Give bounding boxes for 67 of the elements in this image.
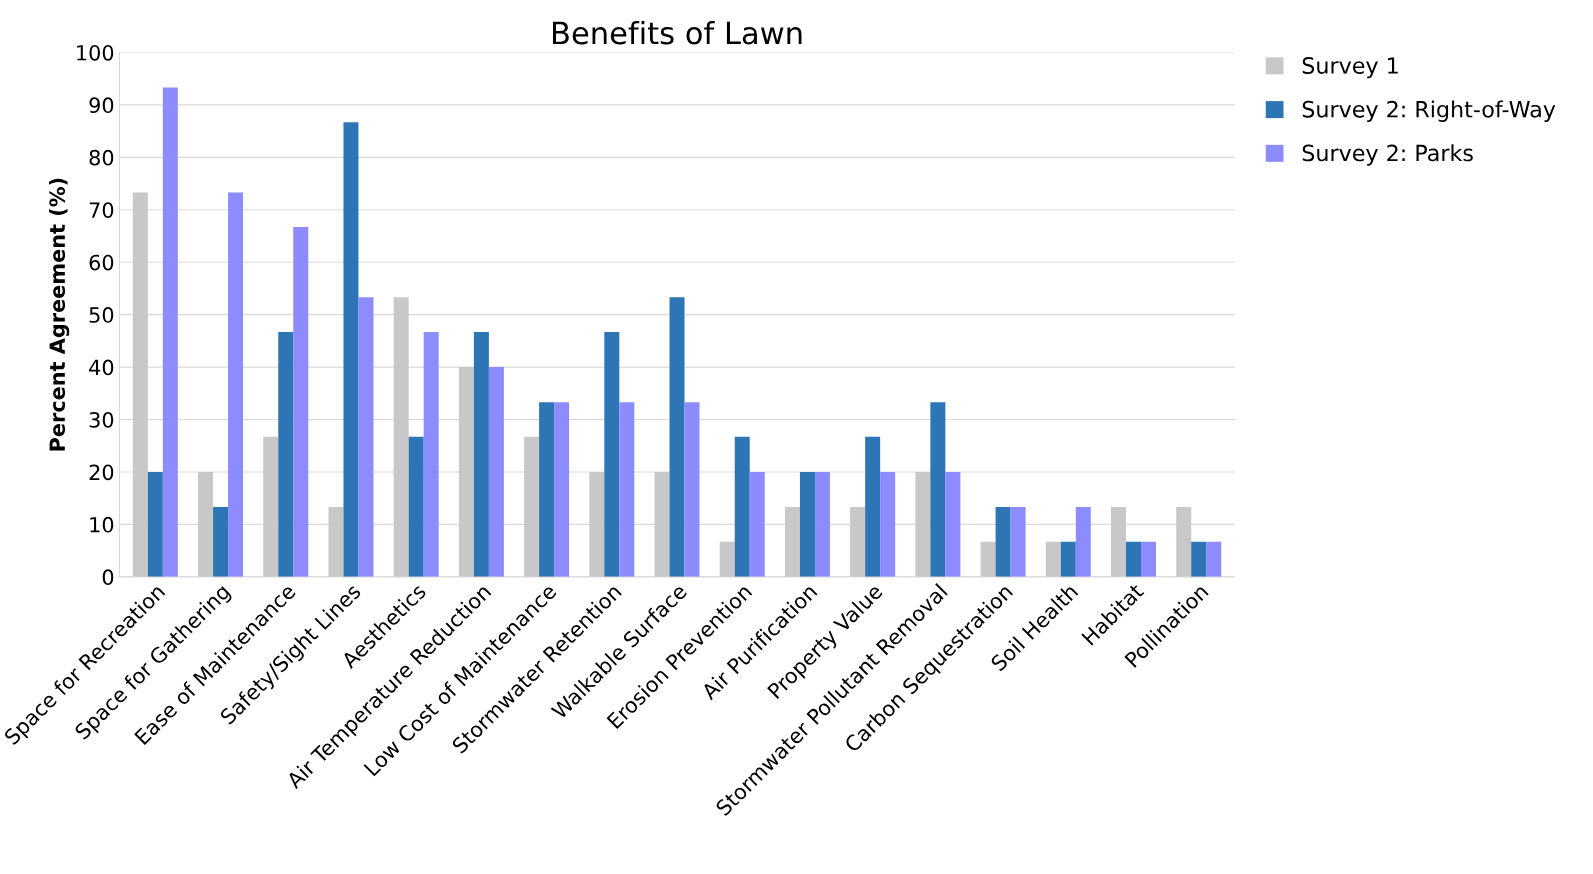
bar	[488, 367, 504, 577]
bar	[293, 227, 309, 577]
bar	[1045, 541, 1061, 577]
bar	[423, 331, 439, 577]
bar	[799, 471, 815, 577]
bar	[619, 402, 635, 577]
bar	[228, 192, 244, 577]
y-tick-label: 20	[89, 464, 114, 481]
bar	[162, 87, 178, 577]
bar	[749, 471, 765, 577]
bar	[539, 402, 555, 577]
y-tick-label: 90	[89, 97, 114, 114]
bar	[1141, 541, 1156, 577]
bar	[719, 541, 735, 577]
bar	[473, 331, 489, 577]
legend-label: Survey 1	[1302, 57, 1398, 79]
bar	[784, 507, 800, 577]
bar	[263, 436, 279, 577]
bar	[930, 402, 946, 577]
bar	[213, 507, 229, 577]
bar	[945, 471, 961, 577]
bar	[669, 297, 685, 577]
bar	[458, 367, 474, 577]
bar	[814, 471, 830, 577]
legend-label: Survey 2: Right-of-Way	[1302, 100, 1556, 122]
bar	[1126, 541, 1141, 577]
bar	[865, 436, 881, 577]
legend-label: Survey 2: Parks	[1302, 144, 1473, 166]
y-tick-label: 70	[89, 202, 114, 218]
bar	[995, 507, 1011, 577]
bar	[684, 402, 700, 577]
bar	[980, 541, 996, 577]
y-tick-label: 10	[90, 516, 114, 533]
bar	[1075, 507, 1091, 577]
bar	[734, 436, 750, 577]
y-tick-label: 80	[89, 149, 114, 166]
y-tick-label: 100	[77, 44, 114, 61]
bar	[1176, 507, 1192, 577]
bar	[1111, 507, 1126, 577]
y-tick-label: 40	[89, 359, 114, 376]
bar	[358, 297, 374, 577]
bar	[1191, 541, 1207, 577]
bar	[147, 471, 163, 577]
y-axis-title: Percent Agreement (%)	[48, 178, 70, 451]
bar	[393, 297, 409, 577]
bar	[915, 471, 931, 577]
bar	[604, 331, 620, 577]
chart-title: Benefits of Lawn	[553, 20, 802, 45]
bar	[880, 471, 896, 577]
bar	[654, 471, 670, 577]
bar	[198, 471, 214, 577]
bar	[1010, 507, 1026, 577]
bar	[1206, 541, 1222, 577]
y-tick-label: 30	[89, 411, 114, 428]
y-tick-label: 50	[89, 307, 114, 323]
y-tick-label: 0	[102, 569, 114, 586]
bar	[132, 192, 148, 577]
bar	[554, 402, 570, 577]
bar	[343, 122, 359, 577]
bar	[278, 331, 294, 577]
bar	[589, 471, 605, 577]
bar	[408, 436, 424, 577]
bar	[524, 436, 540, 577]
bar	[850, 507, 866, 577]
y-tick-label: 60	[89, 254, 114, 271]
bar	[1060, 541, 1076, 577]
bar	[328, 507, 344, 577]
